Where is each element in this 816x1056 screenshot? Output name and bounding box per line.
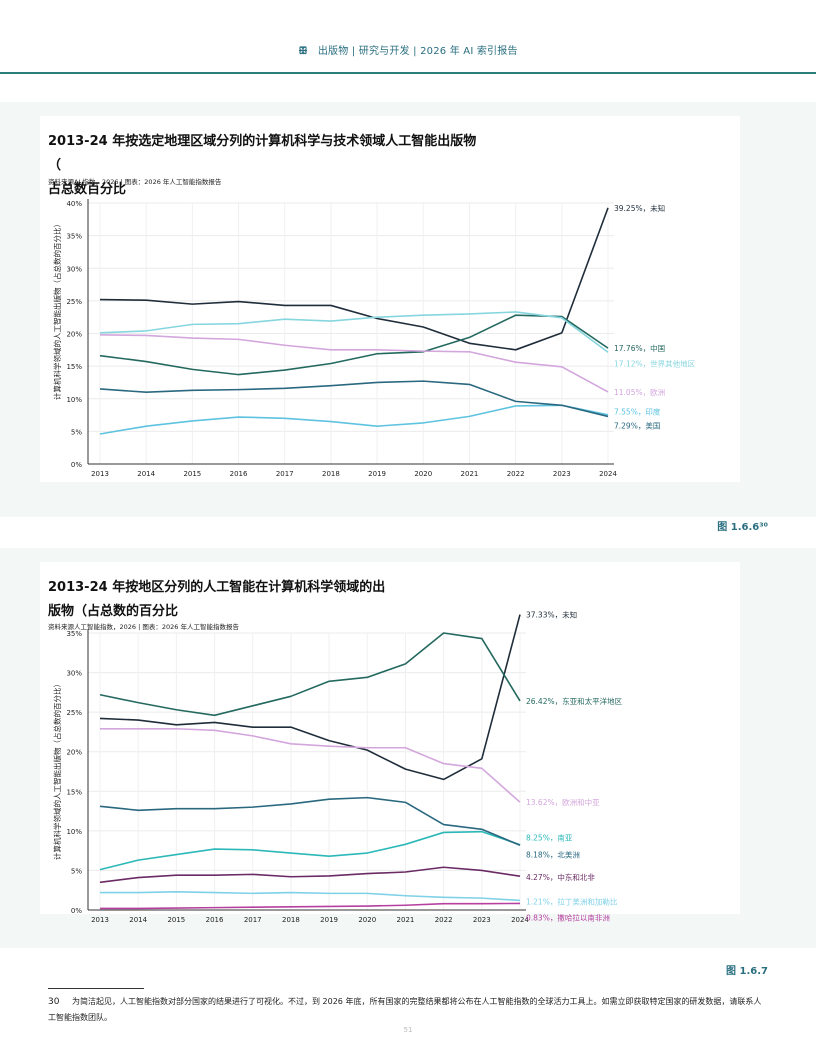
page-number: 51 — [403, 1026, 413, 1034]
ai-index-logo-icon: ꕥ — [298, 46, 308, 57]
chart-title-1-line1: 2013-24 年按选定地理区域分列的计算机科学与技术领域人工智能出版物（ — [48, 134, 477, 173]
chart-source-1: 资料来源AI 指数，2026 | 图表：2026 年人工智能指数报告 — [48, 178, 222, 186]
footnote-divider — [48, 988, 144, 989]
chart-title-2-line1: 2013-24 年按地区分列的人工智能在计算机科学领域的出 — [48, 580, 386, 595]
figure-label-1: 图 1.6.6³⁰ — [717, 522, 768, 533]
chart-title-1-line2: 占总数百分比 — [48, 182, 127, 197]
footnote-number: 30 — [48, 997, 60, 1007]
footnote: 30 为简洁起见，人工智能指数对部分国家的结果进行了可视化。不过，到 2026 年… — [48, 994, 768, 1026]
chart-source-2: 资料来源人工智能指数，2026 | 图表：2026 年人工智能指数报告 — [48, 623, 239, 631]
header-breadcrumb: ꕥ 出版物 | 研究与开发 | 2026 年 AI 索引报告 — [0, 42, 816, 57]
page-header: ꕥ 出版物 | 研究与开发 | 2026 年 AI 索引报告 — [0, 0, 816, 74]
chart-title-1: 2013-24 年按选定地理区域分列的计算机科学与技术领域人工智能出版物（ 占总… — [48, 130, 488, 202]
footnote-text: 为简洁起见，人工智能指数对部分国家的结果进行了可视化。不过，到 2026 年底，… — [48, 997, 762, 1022]
chart-title-2: 2013-24 年按地区分列的人工智能在计算机科学领域的出 版物（占总数的百分比 — [48, 576, 388, 624]
header-title: 出版物 | 研究与开发 | 2026 年 AI 索引报告 — [317, 46, 518, 57]
figure-label-2: 图 1.6.7 — [726, 966, 768, 977]
